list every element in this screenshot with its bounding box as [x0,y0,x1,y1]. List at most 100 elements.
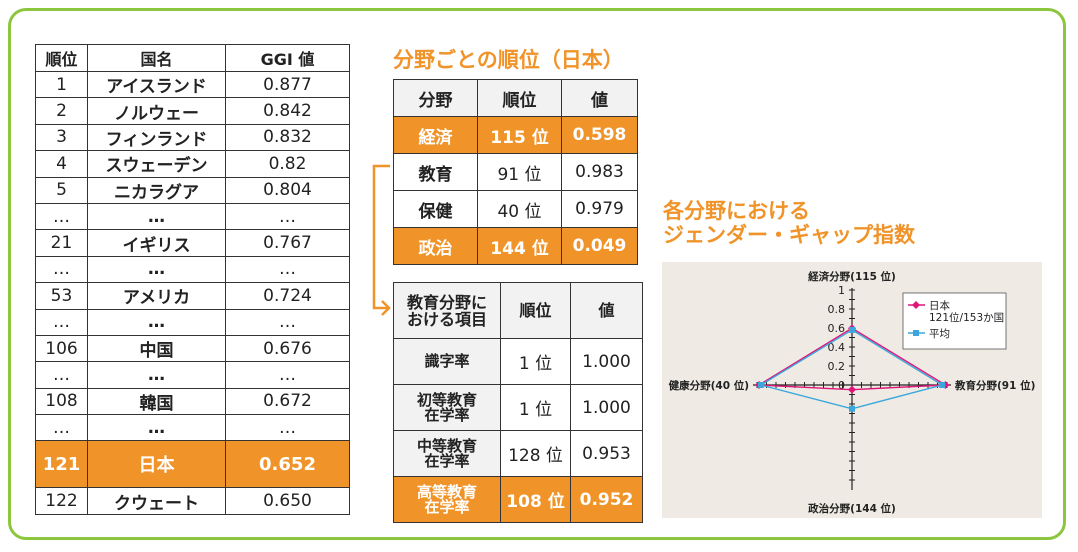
field-cell: 91 位 [477,153,562,191]
radar-chart-panel: 0 0.2 0.4 0.6 0.8 1 経済分野(115 位) 教育分野(91 位) 政治分野(… [662,262,1042,518]
ranking-cell: 108 [35,387,88,416]
ranking-row: 122 クウェート 0.650 [35,487,350,515]
ranking-cell: ニカラグア [87,176,226,204]
ranking-row: ……… [35,414,350,442]
education-header-row: 教育分野に おける項目 順位 値 [393,282,643,339]
ranking-cell: 0.767 [225,229,350,257]
ranking-cell: 0.82 [225,150,350,178]
ranking-cell: 中国 [87,334,226,363]
field-row: 教育 91 位 0.983 [393,153,638,191]
ranking-cell: 0.842 [225,97,350,125]
ranking-cell: 0.832 [225,123,350,152]
ranking-row: 108 韓国 0.672 [35,387,350,416]
tick-label: 0.8 [828,303,846,316]
ranking-row: ……… [35,361,350,389]
ranking-row: ……… [35,255,350,284]
legend-label: 平均 [929,328,950,340]
axis-label: 教育分野(91 位) [954,379,1035,392]
field-header-value: 値 [561,79,638,117]
field-row: 政治 144 位 0.049 [393,227,638,265]
ranking-cell: 4 [35,150,88,178]
ranking-cell: 3 [35,123,88,152]
legend-box [902,292,1007,350]
tick-label: 0.4 [828,341,846,354]
ranking-row: 4 スウェーデン 0.82 [35,150,350,178]
ggi-ranking-table: 順位 国名 GGI 値 1 アイスランド 0.877 2 ノルウェー 0.842 3 フィンラ… [35,44,350,515]
field-row: 保健 40 位 0.979 [393,190,638,228]
ranking-row: 2 ノルウェー 0.842 [35,97,350,125]
ranking-cell: … [35,414,88,442]
education-cell: 0.953 [570,430,643,477]
legend-swatch-marker [912,301,920,309]
ranking-row: 121 日本 0.652 [35,440,350,489]
ranking-cell: … [35,308,88,336]
ranking-cell: 1 [35,70,88,99]
field-cell: 40 位 [477,190,562,228]
ranking-cell: アイスランド [87,70,226,99]
ranking-cell: 0.676 [225,334,350,363]
education-cell: 1.000 [570,338,643,385]
axis-label: 経済分野(115 位) [808,270,896,283]
field-cell: 0.983 [561,153,638,191]
ranking-cell: … [225,414,350,442]
ranking-cell: 53 [35,282,88,310]
series-point [939,382,946,388]
education-cell: 1 位 [500,338,571,385]
field-header-row: 分野 順位 値 [393,79,638,117]
education-cell: 初等教育 在学率 [393,384,501,431]
education-connector-arrow [372,164,391,316]
ranking-cell: 21 [35,229,88,257]
tick-label: 0.2 [828,360,846,373]
education-cell: 1.000 [570,384,643,431]
field-cell: 政治 [393,227,478,265]
series-point [757,382,764,388]
ranking-cell: 2 [35,97,88,125]
series-point [849,405,855,412]
ranking-cell: 0.804 [225,176,350,204]
field-cell: 0.979 [561,190,638,228]
tick-label: 1 [838,284,845,297]
ranking-cell: 5 [35,176,88,204]
ranking-header-country: 国名 [87,44,226,72]
field-cell: 115 位 [477,116,562,154]
education-header-item: 教育分野に おける項目 [393,282,501,339]
education-row: 中等教育 在学率 128 位 0.953 [393,430,643,477]
ranking-cell: 122 [35,487,88,515]
ranking-row: 106 中国 0.676 [35,334,350,363]
education-cell: 高等教育 在学率 [393,476,501,523]
axis-label: 政治分野(144 位) [808,502,896,515]
education-header-rank: 順位 [500,282,571,339]
ranking-cell: 0.672 [225,387,350,416]
education-cell: 128 位 [500,430,571,477]
axis-label: 健康分野(40 位) [669,379,749,392]
ranking-cell: … [35,255,88,284]
ranking-cell: … [225,255,350,284]
education-row: 高等教育 在学率 108 位 0.952 [393,476,643,523]
ranking-cell: … [87,414,226,442]
field-cell: 0.049 [561,227,638,265]
ranking-cell: … [225,202,350,231]
education-row: 初等教育 在学率 1 位 1.000 [393,384,643,431]
ranking-cell: … [225,361,350,389]
education-cell: 108 位 [500,476,571,523]
field-cell: 保健 [393,190,478,228]
education-cell: 識字率 [393,338,501,385]
ranking-cell: … [87,308,226,336]
tick-label: 0 [838,379,845,392]
field-row: 経済 115 位 0.598 [393,116,638,154]
ranking-cell: … [35,361,88,389]
ranking-header-row: 順位 国名 GGI 値 [35,44,350,72]
chart-title: 各分野における ジェンダー・ギャップ指数 [663,199,915,247]
legend-label: 日本 [929,299,950,312]
ranking-row: ……… [35,308,350,336]
ranking-cell: スウェーデン [87,150,226,178]
ranking-row: 21 イギリス 0.767 [35,229,350,257]
ranking-cell: … [87,361,226,389]
ranking-cell: … [87,255,226,284]
ranking-cell: 0.724 [225,282,350,310]
ranking-cell: アメリカ [87,282,226,310]
field-ranking-table: 分野 順位 値 経済 115 位 0.598 教育 91 位 0.983 保健 40 位 0.9… [393,79,638,265]
ranking-cell: 121 [35,440,88,489]
tick-label: 0.6 [828,322,846,335]
